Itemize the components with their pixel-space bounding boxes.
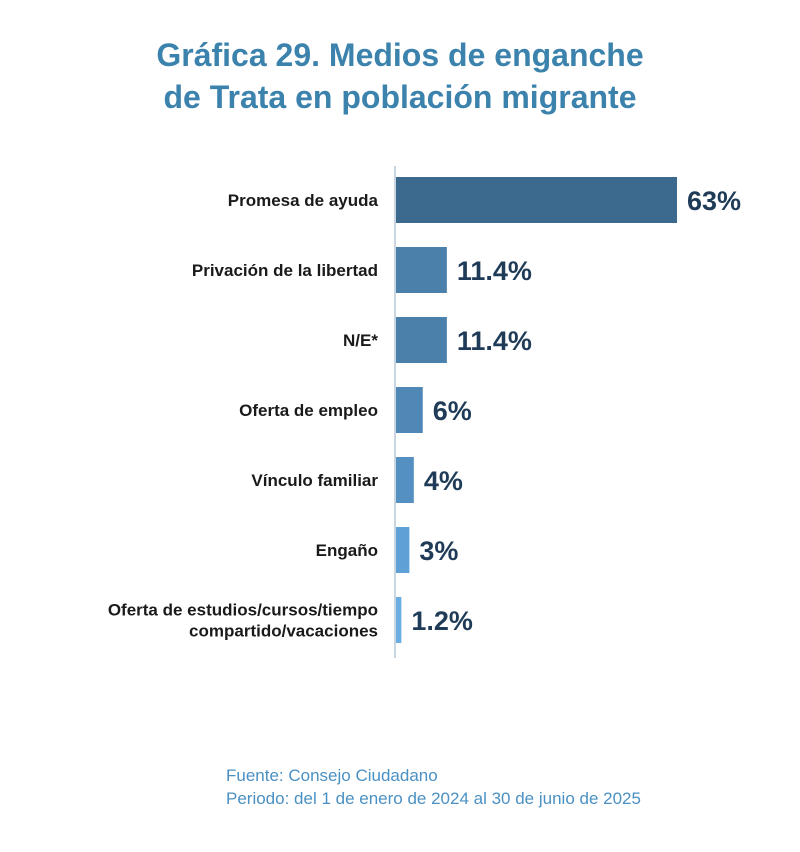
source-note: Fuente: Consejo Ciudadano Periodo: del 1… <box>226 764 641 810</box>
category-label: Promesa de ayuda <box>228 191 379 210</box>
bar <box>396 597 402 643</box>
data-label: 4% <box>424 466 463 496</box>
data-label: 6% <box>433 396 472 426</box>
category-label: Vínculo familiar <box>251 471 378 490</box>
bar <box>396 527 410 573</box>
data-label: 3% <box>419 536 458 566</box>
category-label: Engaño <box>316 541 378 560</box>
bar <box>396 247 447 293</box>
source-line: Fuente: Consejo Ciudadano <box>226 766 438 785</box>
chart-title: Gráfica 29. Medios de enganche de Trata … <box>0 34 800 118</box>
period-line: Periodo: del 1 de enero de 2024 al 30 de… <box>226 789 641 808</box>
category-label: Oferta de estudios/cursos/tiempo comparti… <box>108 601 378 641</box>
data-label: 63% <box>687 186 741 216</box>
data-label: 1.2% <box>411 606 473 636</box>
category-label: N/E* <box>343 331 378 350</box>
chart-title-line-1: Gráfica 29. Medios de enganche <box>156 37 644 73</box>
bar <box>396 387 423 433</box>
data-label: 11.4% <box>457 256 532 286</box>
data-label: 11.4% <box>457 326 532 356</box>
bar-chart: Promesa de ayuda 63% Privación de la liber… <box>108 166 741 658</box>
bar <box>396 177 677 223</box>
bar <box>396 317 447 363</box>
category-label: Oferta de empleo <box>239 401 378 420</box>
bar <box>396 457 414 503</box>
chart-title-line-2: de Trata en población migrante <box>163 79 637 115</box>
category-label: Privación de la libertad <box>192 261 378 280</box>
